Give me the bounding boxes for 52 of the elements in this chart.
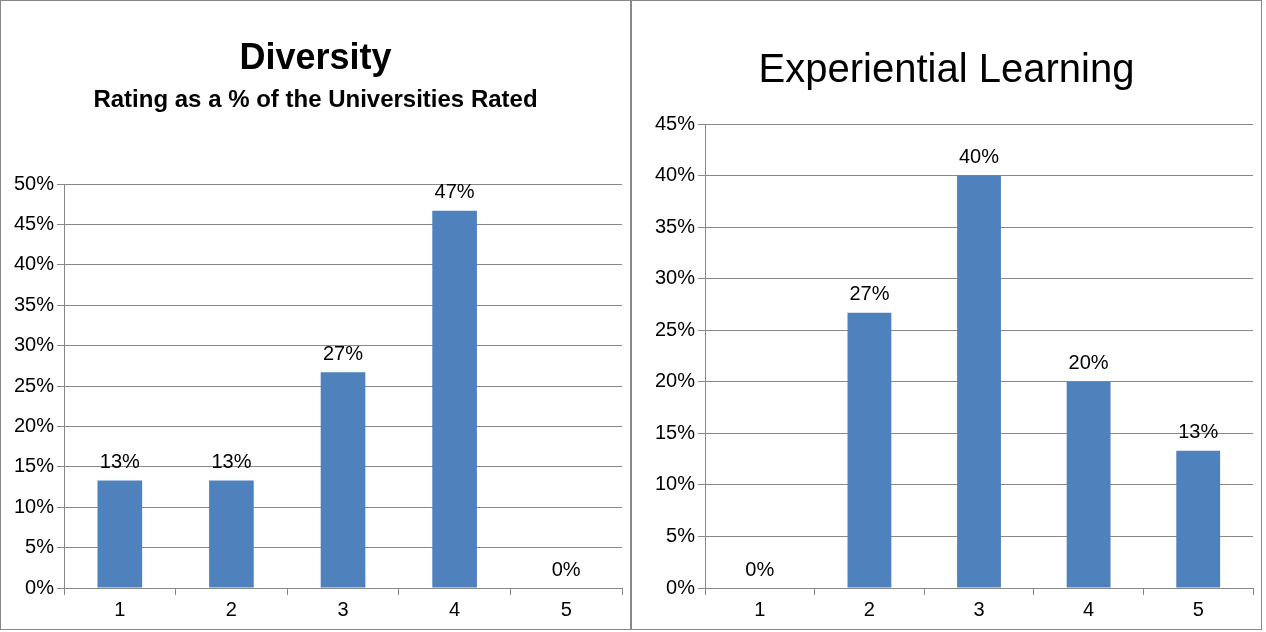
- bar: [1176, 450, 1221, 588]
- data-label: 13%: [99, 450, 141, 473]
- x-tick-label: 1: [754, 597, 766, 620]
- y-tick-label: 0%: [666, 575, 696, 598]
- x-tick-label: 2: [863, 597, 875, 620]
- data-label: 13%: [211, 450, 252, 473]
- x-tick-label: 3: [973, 597, 985, 620]
- data-label: 27%: [849, 282, 890, 305]
- data-label: 27%: [323, 341, 364, 364]
- y-tick-label: 5%: [666, 523, 696, 546]
- bar: [320, 372, 366, 588]
- x-tick-label: 5: [1192, 597, 1204, 620]
- y-tick-label: 0%: [25, 575, 55, 598]
- y-tick-label: 15%: [655, 420, 696, 443]
- y-tick-label: 20%: [14, 413, 55, 436]
- bar: [209, 480, 254, 588]
- y-tick-label: 50%: [14, 171, 55, 194]
- bar: [97, 480, 143, 588]
- y-tick-label: 10%: [655, 472, 696, 495]
- y-tick-label: 45%: [14, 211, 55, 234]
- x-tick-label: 3: [337, 597, 349, 620]
- data-label: 47%: [434, 180, 475, 203]
- y-tick-label: 40%: [655, 163, 696, 186]
- y-tick-label: 45%: [655, 111, 696, 134]
- chart-subtitle: Rating as a % of the Universities Rated: [92, 84, 539, 114]
- data-label: 40%: [959, 145, 1000, 168]
- x-tick-label: 5: [560, 597, 572, 620]
- bar: [432, 210, 477, 588]
- data-label: 0%: [745, 557, 775, 580]
- x-tick-label: 1: [114, 597, 126, 620]
- y-tick-label: 35%: [655, 214, 696, 237]
- y-tick-label: 5%: [25, 535, 55, 558]
- x-tick-label: 4: [1083, 597, 1095, 620]
- y-tick-label: 20%: [655, 369, 696, 392]
- data-label: 0%: [551, 557, 581, 580]
- data-label: 13%: [1178, 420, 1219, 443]
- y-tick-label: 10%: [14, 494, 55, 517]
- y-tick-label: 15%: [14, 454, 55, 477]
- y-tick-label: 30%: [655, 266, 696, 289]
- y-tick-label: 40%: [14, 252, 55, 275]
- bar: [847, 312, 892, 588]
- y-tick-label: 25%: [655, 317, 696, 340]
- chart-title: Diversity: [238, 36, 393, 77]
- x-tick-label: 2: [225, 597, 237, 620]
- y-tick-label: 30%: [14, 333, 55, 356]
- bar: [1066, 381, 1111, 588]
- chart-title: Experiential Learning: [757, 45, 1136, 91]
- x-tick-label: 4: [449, 597, 461, 620]
- data-label: 20%: [1068, 351, 1109, 374]
- y-tick-label: 25%: [14, 373, 55, 396]
- y-tick-label: 35%: [14, 292, 55, 315]
- bar: [957, 175, 1001, 588]
